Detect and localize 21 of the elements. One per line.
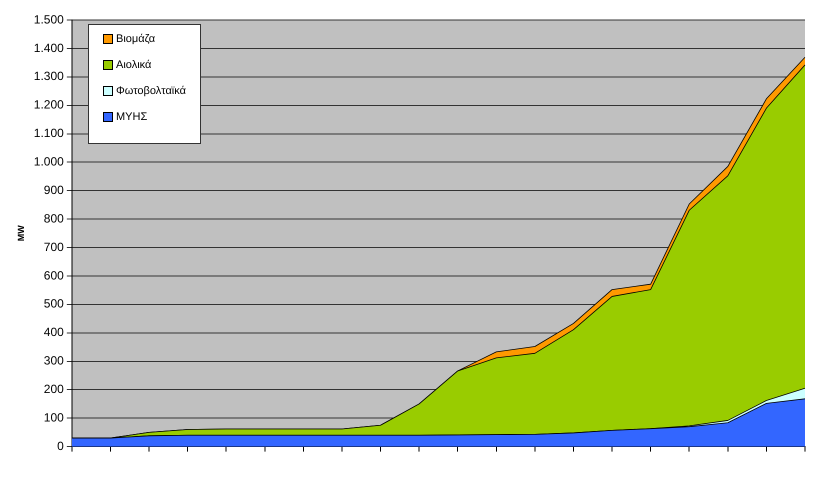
y-tick-label: 400	[44, 325, 64, 340]
legend-label: Φωτοβολταϊκά	[116, 85, 186, 97]
y-tick-label: 1.200	[34, 98, 64, 112]
y-tick-label: 200	[44, 382, 64, 396]
y-tick-label: 1.000	[34, 154, 64, 169]
y-tick-label: 500	[44, 296, 64, 311]
legend-label: Βιομάζα	[116, 33, 156, 45]
y-tick-label: 900	[44, 182, 64, 197]
y-tick-label: 1.100	[34, 126, 64, 140]
y-tick-label: 1.400	[34, 40, 64, 55]
legend-label: Αιολικά	[116, 59, 152, 71]
y-tick-label: 600	[44, 268, 64, 282]
y-tick-label: 100	[44, 410, 64, 424]
y-tick-label: 700	[44, 240, 64, 254]
y-tick-label: 1.500	[34, 12, 64, 26]
y-tick-label: 0	[57, 438, 64, 453]
y-tick-label: 800	[44, 211, 64, 226]
y-tick-label: 300	[44, 354, 64, 368]
y-tick-label: 1.300	[34, 69, 64, 84]
legend-label: ΜΥΗΣ	[116, 111, 148, 123]
y-axis-title: MW	[16, 224, 26, 242]
